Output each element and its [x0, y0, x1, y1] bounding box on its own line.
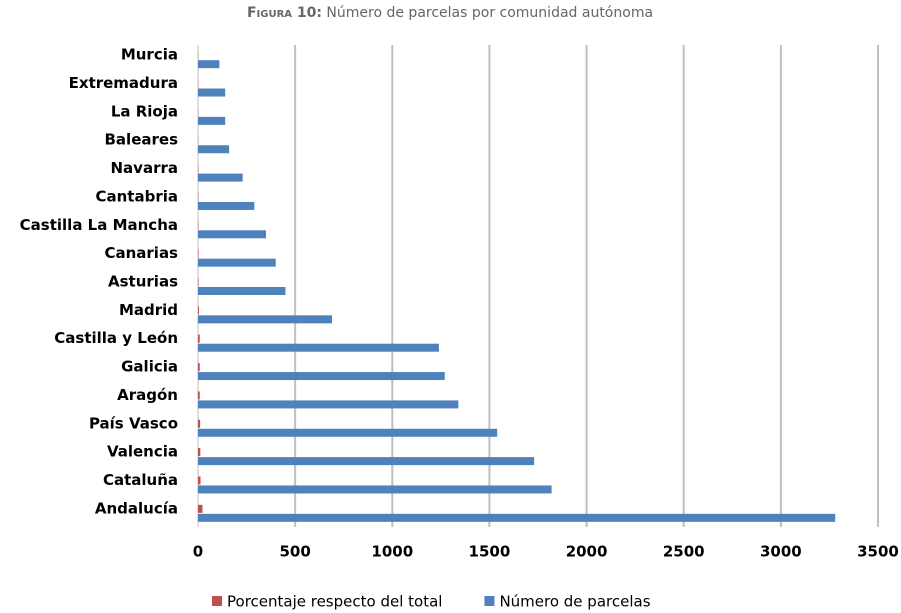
y-tick-label: Valencia [107, 443, 178, 461]
bar [198, 287, 286, 295]
y-tick-label: Baleares [105, 131, 179, 149]
bar [198, 419, 201, 428]
chart-title: Número de parcelas por comunidad autónom… [326, 5, 653, 21]
y-tick-label: Murcia [121, 46, 178, 64]
bar [198, 448, 201, 457]
x-tick-label: 2500 [663, 543, 705, 561]
bar [198, 485, 552, 494]
x-tick-label: 3000 [760, 543, 802, 561]
y-tick-label: La Rioja [111, 102, 178, 120]
y-tick-label: Cataluña [103, 471, 178, 489]
legend-label: Número de parcelas [499, 593, 650, 611]
bar [198, 173, 243, 182]
y-tick-label: Galicia [121, 358, 178, 376]
bar [198, 372, 445, 381]
x-tick-label: 0 [193, 543, 203, 561]
y-tick-label: Navarra [111, 159, 179, 177]
bar [198, 334, 200, 343]
y-tick-label: Madrid [119, 301, 178, 319]
bar [198, 306, 199, 315]
x-tick-label: 1500 [469, 543, 511, 561]
bar [198, 400, 459, 409]
legend-swatch [212, 596, 222, 606]
y-tick-label: Aragón [117, 386, 178, 404]
bar [198, 343, 439, 352]
bar [198, 476, 201, 485]
bar [198, 60, 220, 69]
chart-title-label: Figura 10: [247, 5, 322, 21]
bar [198, 391, 200, 400]
bar [198, 201, 255, 210]
x-tick-label: 3500 [857, 543, 899, 561]
y-tick-label: País Vasco [89, 414, 178, 432]
bar [198, 249, 199, 258]
chart-title-group: Figura 10: Número de parcelas por comuni… [247, 5, 653, 21]
bar [198, 278, 199, 286]
legend-label: Porcentaje respecto del total [227, 593, 442, 611]
y-tick-label: Canarias [104, 244, 178, 262]
bar [198, 88, 226, 97]
x-tick-label: 1000 [371, 543, 413, 561]
y-tick-label: Extremadura [69, 74, 178, 92]
bar [198, 258, 276, 267]
y-tick-label: Andalucía [95, 499, 178, 517]
bar [198, 513, 836, 522]
x-tick-label: 500 [279, 543, 310, 561]
bar [198, 116, 226, 125]
y-tick-label: Asturias [108, 273, 178, 291]
y-tick-label: Castilla y León [54, 329, 178, 347]
legend-swatch [484, 596, 495, 606]
bar [198, 457, 535, 466]
bar [198, 230, 266, 239]
x-tick-label: 2000 [566, 543, 608, 561]
bar [198, 363, 200, 372]
y-tick-label: Cantabria [96, 187, 179, 205]
bar [198, 145, 230, 154]
bar [198, 504, 203, 513]
bar [198, 428, 498, 437]
y-tick-label: Castilla La Mancha [20, 216, 178, 234]
bar [198, 315, 333, 324]
